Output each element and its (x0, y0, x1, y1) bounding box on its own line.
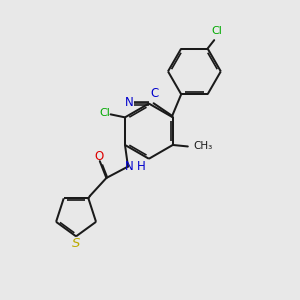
Text: Cl: Cl (211, 26, 222, 36)
Text: C: C (150, 87, 158, 100)
Text: N: N (124, 97, 134, 110)
Text: S: S (72, 237, 80, 250)
Text: Cl: Cl (99, 108, 110, 118)
Text: O: O (94, 150, 104, 163)
Text: N: N (124, 160, 133, 173)
Text: CH₃: CH₃ (193, 142, 212, 152)
Text: H: H (137, 160, 146, 173)
